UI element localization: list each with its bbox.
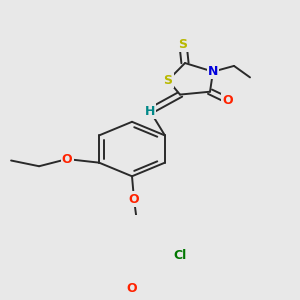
Text: O: O <box>127 281 137 295</box>
Text: O: O <box>223 94 233 107</box>
Text: S: S <box>178 38 188 51</box>
Text: O: O <box>62 153 72 166</box>
Text: N: N <box>208 65 218 78</box>
Text: O: O <box>129 193 139 206</box>
Text: H: H <box>145 105 155 118</box>
Text: Cl: Cl <box>173 249 187 262</box>
Text: S: S <box>164 74 172 87</box>
